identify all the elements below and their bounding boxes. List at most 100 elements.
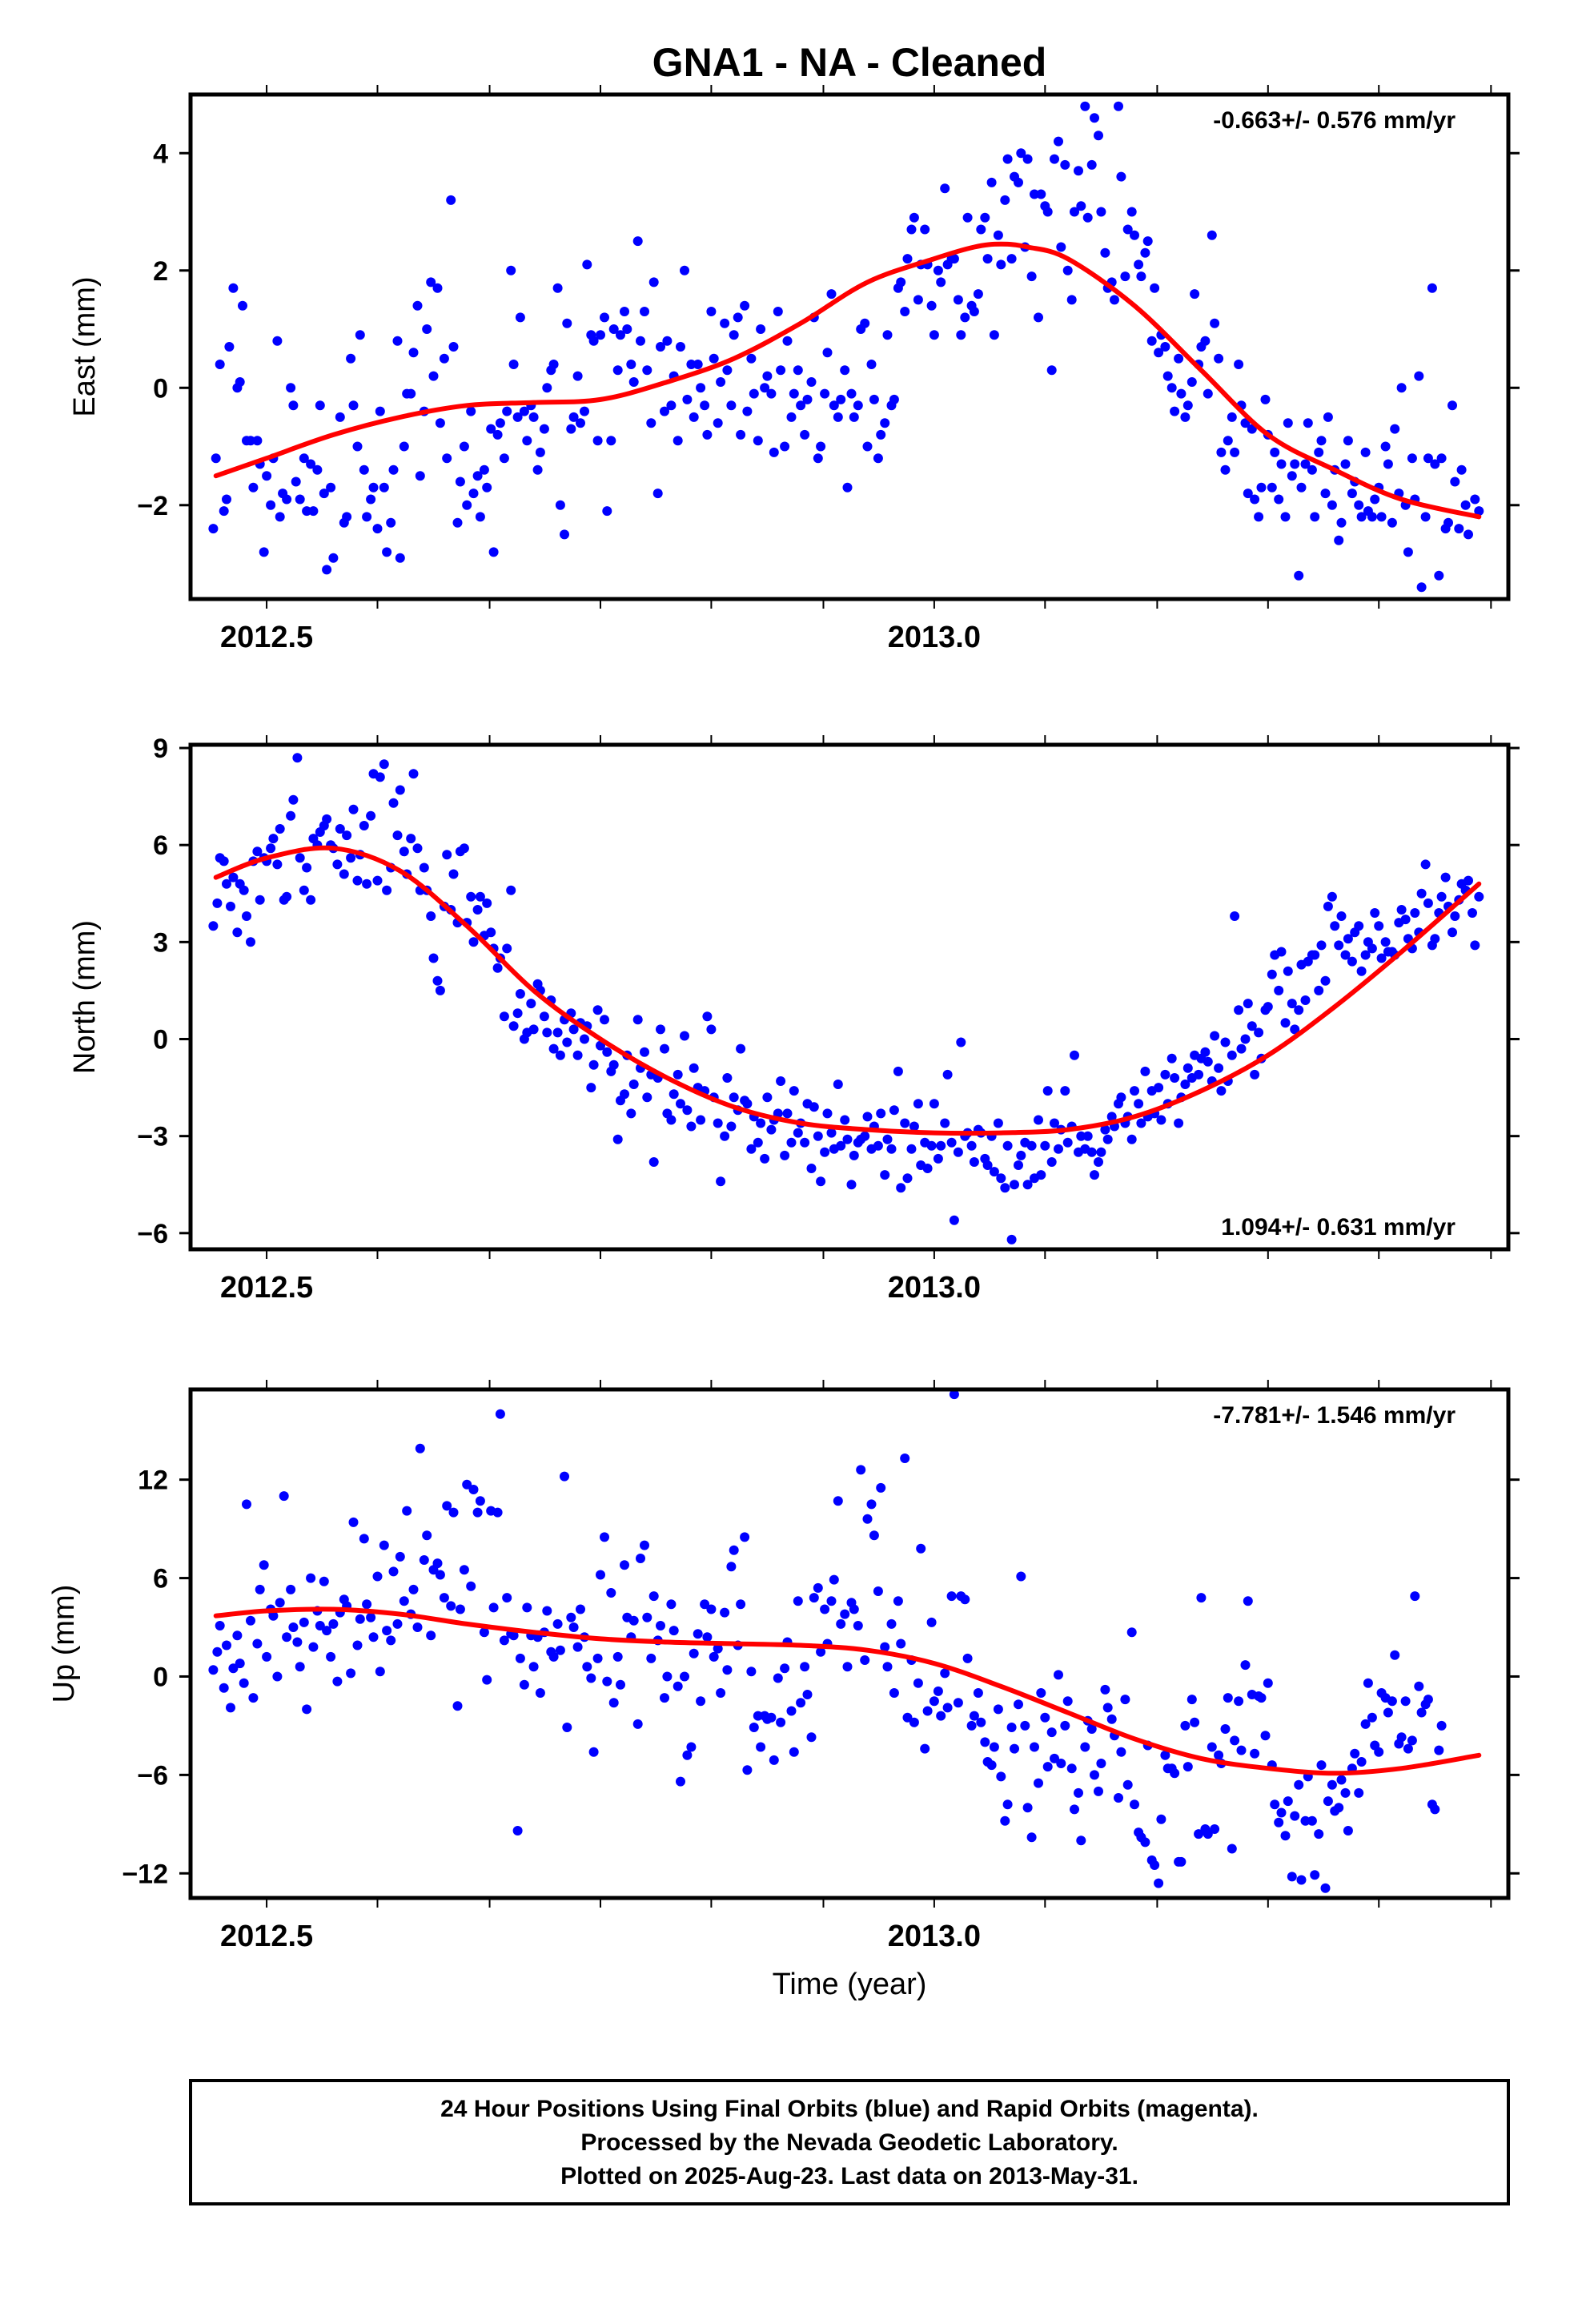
data-point xyxy=(1360,1719,1371,1729)
data-point xyxy=(880,1170,890,1180)
data-point xyxy=(1263,1002,1273,1012)
data-point xyxy=(706,1604,717,1614)
data-point xyxy=(1114,1793,1123,1803)
data-point xyxy=(736,429,746,440)
data-point xyxy=(709,1651,719,1662)
data-point xyxy=(1180,1080,1191,1089)
data-point xyxy=(1086,159,1097,170)
data-point xyxy=(1403,547,1413,557)
data-point xyxy=(252,1638,263,1649)
data-point xyxy=(689,1648,699,1659)
data-point xyxy=(1136,271,1146,282)
data-point xyxy=(422,1530,432,1541)
data-point xyxy=(1203,1829,1213,1839)
data-point xyxy=(568,1622,579,1632)
data-point xyxy=(769,1755,779,1765)
y-axis-label: North (mm) xyxy=(68,920,102,1074)
data-point xyxy=(1323,1796,1333,1807)
data-point xyxy=(1090,1770,1099,1780)
data-point xyxy=(568,1024,579,1035)
data-point xyxy=(1166,383,1177,393)
data-point xyxy=(648,1157,659,1167)
data-point xyxy=(242,1499,251,1510)
data-point xyxy=(1260,394,1271,404)
data-point xyxy=(268,834,279,844)
data-point xyxy=(740,1532,750,1542)
y-tick-label: −6 xyxy=(137,1760,168,1791)
data-point xyxy=(608,1059,619,1070)
y-tick-label: 0 xyxy=(153,1025,168,1055)
data-point xyxy=(399,441,409,452)
data-point xyxy=(720,1131,730,1141)
data-point xyxy=(648,1591,659,1602)
data-point xyxy=(335,412,345,422)
data-point xyxy=(1186,377,1197,387)
data-point xyxy=(466,891,476,902)
data-point xyxy=(796,1698,806,1708)
data-point xyxy=(946,1591,957,1602)
data-point xyxy=(272,1671,283,1682)
x-axis-label: Time (year) xyxy=(773,1968,927,2001)
data-point xyxy=(936,1140,946,1151)
data-point xyxy=(1050,1118,1059,1128)
data-point xyxy=(1154,348,1164,358)
data-point xyxy=(1240,418,1251,428)
data-point xyxy=(259,1560,269,1570)
data-point xyxy=(1276,947,1287,957)
data-point xyxy=(789,388,799,399)
data-point xyxy=(1036,1688,1046,1698)
data-point xyxy=(986,1760,997,1771)
data-point xyxy=(769,447,779,457)
data-point xyxy=(1283,966,1293,976)
data-point xyxy=(736,1599,746,1610)
data-point xyxy=(1430,459,1440,469)
data-point xyxy=(1434,570,1444,581)
data-point xyxy=(508,1021,519,1031)
data-point xyxy=(1180,1720,1191,1731)
data-point xyxy=(372,875,383,886)
data-point xyxy=(1176,1856,1186,1867)
data-point xyxy=(455,1604,465,1614)
data-point xyxy=(693,360,703,369)
data-point xyxy=(1006,254,1017,264)
data-point xyxy=(528,1024,539,1035)
data-point xyxy=(492,1507,503,1518)
data-point xyxy=(1347,489,1357,499)
data-point xyxy=(426,277,436,287)
data-point xyxy=(566,424,576,434)
data-point xyxy=(753,1137,763,1148)
data-point xyxy=(780,441,790,452)
data-point xyxy=(286,383,296,393)
data-point xyxy=(1170,1768,1180,1779)
data-point xyxy=(406,388,416,399)
data-point xyxy=(720,1607,730,1618)
data-point xyxy=(1030,189,1039,199)
data-point xyxy=(1016,1150,1026,1160)
y-tick-label: 2 xyxy=(153,256,168,287)
data-point xyxy=(1387,1696,1397,1707)
data-point xyxy=(319,1576,329,1586)
data-point xyxy=(1354,921,1364,931)
y-axis-label: East (mm) xyxy=(68,276,102,416)
data-point xyxy=(866,1499,877,1510)
data-point xyxy=(833,1496,843,1506)
data-point xyxy=(582,1662,592,1672)
data-point xyxy=(1320,1883,1331,1893)
data-point xyxy=(729,1092,739,1103)
y-tick-label: 12 xyxy=(138,1466,168,1496)
data-point xyxy=(862,441,873,452)
data-point xyxy=(355,330,365,340)
data-point xyxy=(620,1560,629,1570)
data-point xyxy=(1156,1814,1166,1824)
data-point xyxy=(1327,500,1337,510)
data-point xyxy=(776,1076,786,1086)
data-point xyxy=(1126,1134,1137,1144)
data-point xyxy=(288,1622,299,1632)
data-point xyxy=(255,1584,265,1594)
data-point xyxy=(528,412,539,422)
data-point xyxy=(826,289,837,300)
data-point xyxy=(1034,1115,1043,1125)
data-point xyxy=(673,1681,683,1691)
data-point xyxy=(239,1678,249,1688)
data-point xyxy=(966,1140,977,1151)
